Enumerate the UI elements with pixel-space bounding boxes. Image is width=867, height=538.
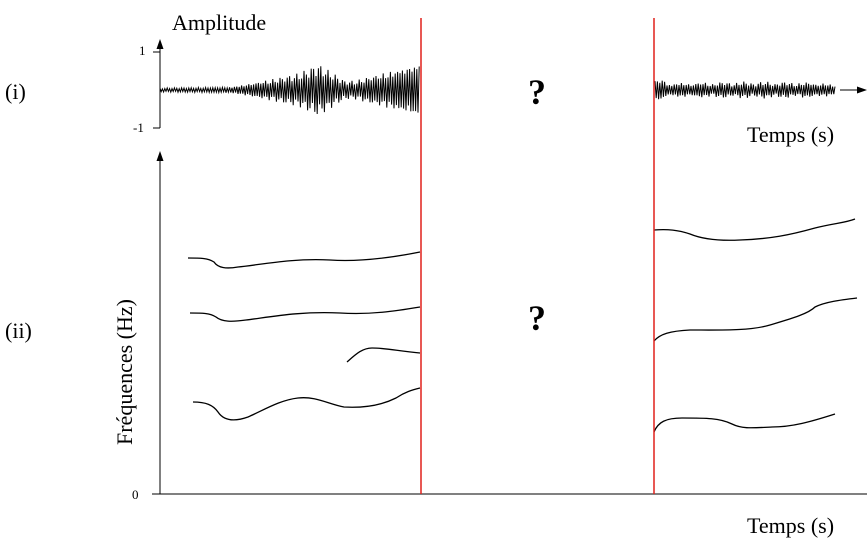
amplitude-axis-label: Amplitude: [172, 10, 266, 35]
time-axis-top-label: Temps (s): [747, 122, 834, 147]
frequency-tick-zero: 0: [132, 487, 139, 502]
gap-question-mark-top: ?: [528, 72, 546, 112]
amplitude-axis-arrow-icon: [156, 39, 164, 49]
track-before-4: [192, 387, 421, 421]
waveform-after-gap: [654, 80, 836, 100]
frequency-tracks-before-gap: [187, 251, 421, 421]
waveform-before-gap: [159, 66, 420, 115]
time-axis-bottom-label: Temps (s): [747, 513, 834, 538]
panel-i-label: (i): [5, 79, 26, 104]
frequency-axis-arrow-icon: [156, 151, 164, 161]
frequency-axis-label: Fréquences (Hz): [112, 299, 137, 445]
panel-ii-label: (ii): [5, 318, 32, 343]
frequency-tracks-after-gap: [653, 218, 858, 433]
track-before-3: [346, 347, 421, 363]
gap-question-mark-bottom: ?: [528, 298, 546, 338]
track-after-1: [653, 218, 856, 241]
track-after-3: [653, 413, 836, 433]
track-after-2: [653, 297, 858, 342]
amplitude-tick-bottom: -1: [133, 120, 144, 135]
track-before-1: [187, 251, 421, 269]
track-before-2: [189, 306, 421, 322]
time-axis-top-arrow-icon: [857, 86, 867, 94]
amplitude-tick-top: 1: [139, 43, 146, 58]
